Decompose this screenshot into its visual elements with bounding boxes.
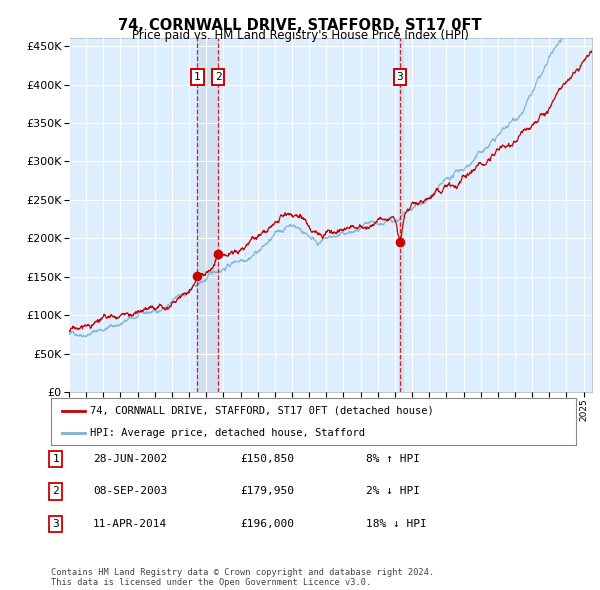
- Text: 28-JUN-2002: 28-JUN-2002: [93, 454, 167, 464]
- Text: 74, CORNWALL DRIVE, STAFFORD, ST17 0FT (detached house): 74, CORNWALL DRIVE, STAFFORD, ST17 0FT (…: [91, 406, 434, 416]
- Text: 18% ↓ HPI: 18% ↓ HPI: [366, 519, 427, 529]
- Text: Price paid vs. HM Land Registry's House Price Index (HPI): Price paid vs. HM Land Registry's House …: [131, 30, 469, 42]
- Text: 2: 2: [52, 487, 59, 496]
- Text: 08-SEP-2003: 08-SEP-2003: [93, 487, 167, 496]
- Text: 2: 2: [215, 72, 221, 82]
- Text: 1: 1: [194, 72, 201, 82]
- Text: 11-APR-2014: 11-APR-2014: [93, 519, 167, 529]
- Text: £179,950: £179,950: [240, 487, 294, 496]
- Bar: [197, 38, 219, 392]
- Text: 3: 3: [397, 72, 403, 82]
- Text: Contains HM Land Registry data © Crown copyright and database right 2024.
This d: Contains HM Land Registry data © Crown c…: [51, 568, 434, 587]
- Text: £150,850: £150,850: [240, 454, 294, 464]
- Text: 8% ↑ HPI: 8% ↑ HPI: [366, 454, 420, 464]
- Text: HPI: Average price, detached house, Stafford: HPI: Average price, detached house, Staf…: [91, 428, 365, 438]
- Text: 2% ↓ HPI: 2% ↓ HPI: [366, 487, 420, 496]
- Text: 1: 1: [52, 454, 59, 464]
- Text: 3: 3: [52, 519, 59, 529]
- Bar: [400, 38, 404, 392]
- Text: £196,000: £196,000: [240, 519, 294, 529]
- Text: 74, CORNWALL DRIVE, STAFFORD, ST17 0FT: 74, CORNWALL DRIVE, STAFFORD, ST17 0FT: [118, 18, 482, 32]
